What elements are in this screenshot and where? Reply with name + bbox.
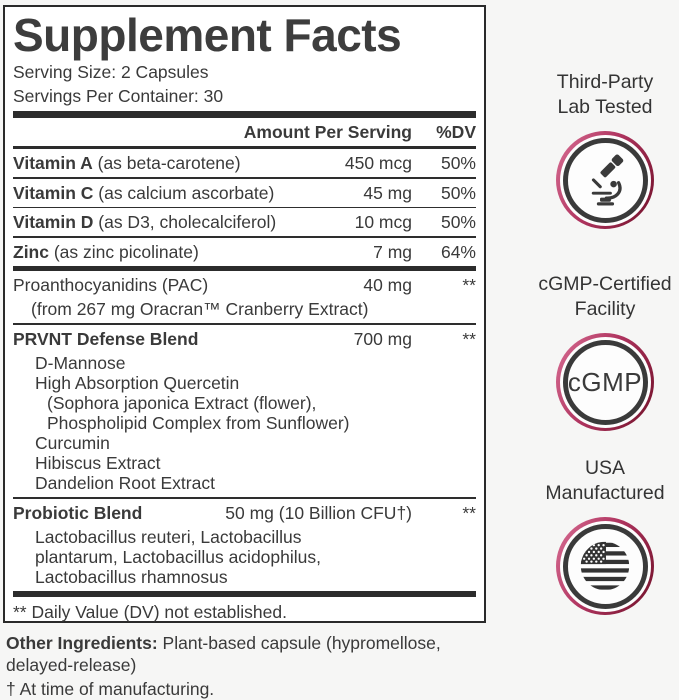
panel-title: Supplement Facts	[13, 9, 402, 61]
other-ingredients: Other Ingredients: Plant-based capsule (…	[6, 632, 484, 676]
badge-title-line1: USA	[584, 457, 626, 479]
blend-name: PRVNT Defense Blend	[13, 328, 199, 349]
table-row: Probiotic Blend 50 mg (10 Billion CFU†) …	[13, 499, 476, 527]
servings-per-container: Servings Per Container: 30	[13, 85, 224, 106]
nutrient-amount: 40 mg	[363, 274, 412, 295]
supplement-facts-panel: Supplement Facts Serving Size: 2 Capsule…	[3, 5, 486, 623]
badge-title-line1: cGMP-Certified	[538, 273, 672, 295]
badge-cgmp-certified: cGMP-Certified Facility cGMP	[520, 272, 679, 431]
blend-ingredient: Hibiscus Extract	[35, 452, 161, 473]
pac-section: Proanthocyanidins (PAC) 40 mg ** (from 2…	[13, 271, 476, 323]
blend-amount: 50 mg (10 Billion CFU†)	[225, 502, 412, 523]
manufacturing-note: † At time of manufacturing.	[6, 679, 215, 699]
badge-third-party-lab-tested: Third-Party Lab Tested	[520, 70, 679, 229]
divider-thin	[13, 206, 476, 209]
blend-ingredient: Dandelion Root Extract	[35, 472, 215, 493]
nutrient-name-rest: (as beta-carotene)	[92, 153, 241, 174]
header-amount-per-serving: Amount Per Serving	[243, 121, 412, 142]
badge-title-line1: Third-Party	[556, 71, 654, 93]
divider-thin	[13, 496, 476, 499]
nutrient-amount: 450 mcg	[344, 153, 412, 174]
badge-ring-gap	[559, 520, 651, 612]
table-row: Zinc (as zinc picolinate) 7 mg 64%	[13, 238, 476, 266]
table-row: Vitamin A (as beta-carotene) 450 mcg 50%	[13, 149, 476, 177]
table-row: Vitamin C (as calcium ascorbate) 45 mg 5…	[13, 179, 476, 207]
nutrient-dv: 50%	[440, 212, 476, 233]
badge-title: USA Manufactured	[520, 456, 679, 506]
badge-title-line2: Lab Tested	[557, 96, 653, 118]
blend-ingredient-detail: (Sophora japonica Extract (flower),	[47, 392, 317, 413]
badge-title-line2: Manufactured	[545, 482, 665, 504]
table-row: PRVNT Defense Blend 700 mg **	[13, 325, 476, 353]
nutrient-dv: **	[462, 274, 476, 295]
nutrient-amount: 7 mg	[373, 241, 412, 262]
divider-thick	[13, 265, 476, 271]
nutrient-name: Vitamin A (as beta-carotene)	[13, 153, 345, 174]
divider-thin	[13, 177, 476, 179]
badge-usa-manufactured: USA Manufactured	[520, 456, 679, 615]
nutrient-name-bold: Vitamin A	[13, 153, 93, 174]
divider-thin	[13, 322, 476, 325]
nutrient-dv: 50%	[440, 182, 476, 203]
blend-name: Probiotic Blend	[13, 502, 143, 523]
badge-inner-circle	[562, 137, 648, 223]
blend-ingredient: High Absorption Quercetin	[35, 372, 240, 393]
nutrient-name-bold: Vitamin D	[13, 212, 94, 233]
badge-ring	[556, 517, 654, 615]
other-ingredients-text: Plant-based capsule (hypromellose, delay…	[6, 633, 441, 675]
blend-ingredient-detail: Phospholipid Complex from Sunflower)	[47, 412, 350, 433]
serving-size: Serving Size: 2 Capsules	[13, 61, 209, 82]
nutrient-name: Vitamin D (as D3, cholecalciferol)	[13, 212, 355, 233]
badge-inner-circle: cGMP	[562, 339, 648, 425]
divider-under-header	[13, 145, 476, 150]
nutrient-name-bold: Vitamin C	[13, 182, 94, 203]
nutrient-name-rest: (as calcium ascorbate)	[93, 182, 275, 203]
table-header-row: Amount Per Serving %DV	[13, 118, 476, 146]
badge-title-line2: Facility	[574, 298, 636, 320]
table-row: Proanthocyanidins (PAC) 40 mg **	[13, 271, 476, 299]
cgmp-text-icon: cGMP	[567, 366, 643, 397]
blend-ingredient: Lactobacillus reuteri, Lactobacillus	[35, 526, 302, 547]
blend-dv: **	[462, 328, 476, 349]
badge-title: Third-Party Lab Tested	[520, 70, 679, 120]
defense-blend-section: PRVNT Defense Blend 700 mg ** D-Mannose …	[13, 325, 476, 497]
badge-ring-gap	[559, 134, 651, 226]
microscope-icon	[591, 154, 624, 206]
blend-ingredient: plantarum, Lactobacillus acidophilus,	[35, 546, 321, 567]
table-row: Vitamin D (as D3, cholecalciferol) 10 mc…	[13, 208, 476, 236]
badge-title: cGMP-Certified Facility	[520, 272, 679, 322]
dv-footnote: ** Daily Value (DV) not established.	[13, 601, 287, 622]
blend-ingredient: Lactobacillus rhamnosus	[35, 566, 228, 587]
divider-thin	[13, 236, 476, 238]
nutrient-name-rest: (as zinc picolinate)	[48, 241, 199, 262]
nutrient-amount: 10 mcg	[354, 212, 412, 233]
divider-thick-bottom	[13, 590, 476, 597]
nutrient-name-rest: (as D3, cholecalciferol)	[93, 212, 277, 233]
divider-thick-top	[13, 110, 476, 118]
usa-flag-icon	[580, 541, 630, 591]
badge-inner-circle	[562, 523, 648, 609]
nutrient-dv: 64%	[440, 241, 476, 262]
nutrient-amount: 45 mg	[363, 182, 412, 203]
nutrient-name: Zinc (as zinc picolinate)	[13, 242, 373, 263]
nutrient-name: Proanthocyanidins (PAC)	[13, 274, 209, 295]
header-dv: %DV	[436, 121, 476, 142]
nutrient-name: Vitamin C (as calcium ascorbate)	[13, 183, 363, 204]
badge-ring-gap: cGMP	[559, 336, 651, 428]
nutrient-name-bold: Zinc	[13, 241, 49, 262]
pac-source-note: (from 267 mg Oracran™ Cranberry Extract)	[31, 298, 369, 319]
other-ingredients-label: Other Ingredients:	[6, 633, 158, 653]
blend-ingredient: D-Mannose	[35, 352, 126, 373]
probiotic-blend-section: Probiotic Blend 50 mg (10 Billion CFU†) …	[13, 499, 476, 591]
blend-dv: **	[462, 502, 476, 523]
badge-ring	[556, 131, 654, 229]
blend-amount: 700 mg	[353, 328, 412, 349]
nutrient-dv: 50%	[440, 153, 476, 174]
blend-ingredient: Curcumin	[35, 432, 110, 453]
badge-ring: cGMP	[556, 333, 654, 431]
